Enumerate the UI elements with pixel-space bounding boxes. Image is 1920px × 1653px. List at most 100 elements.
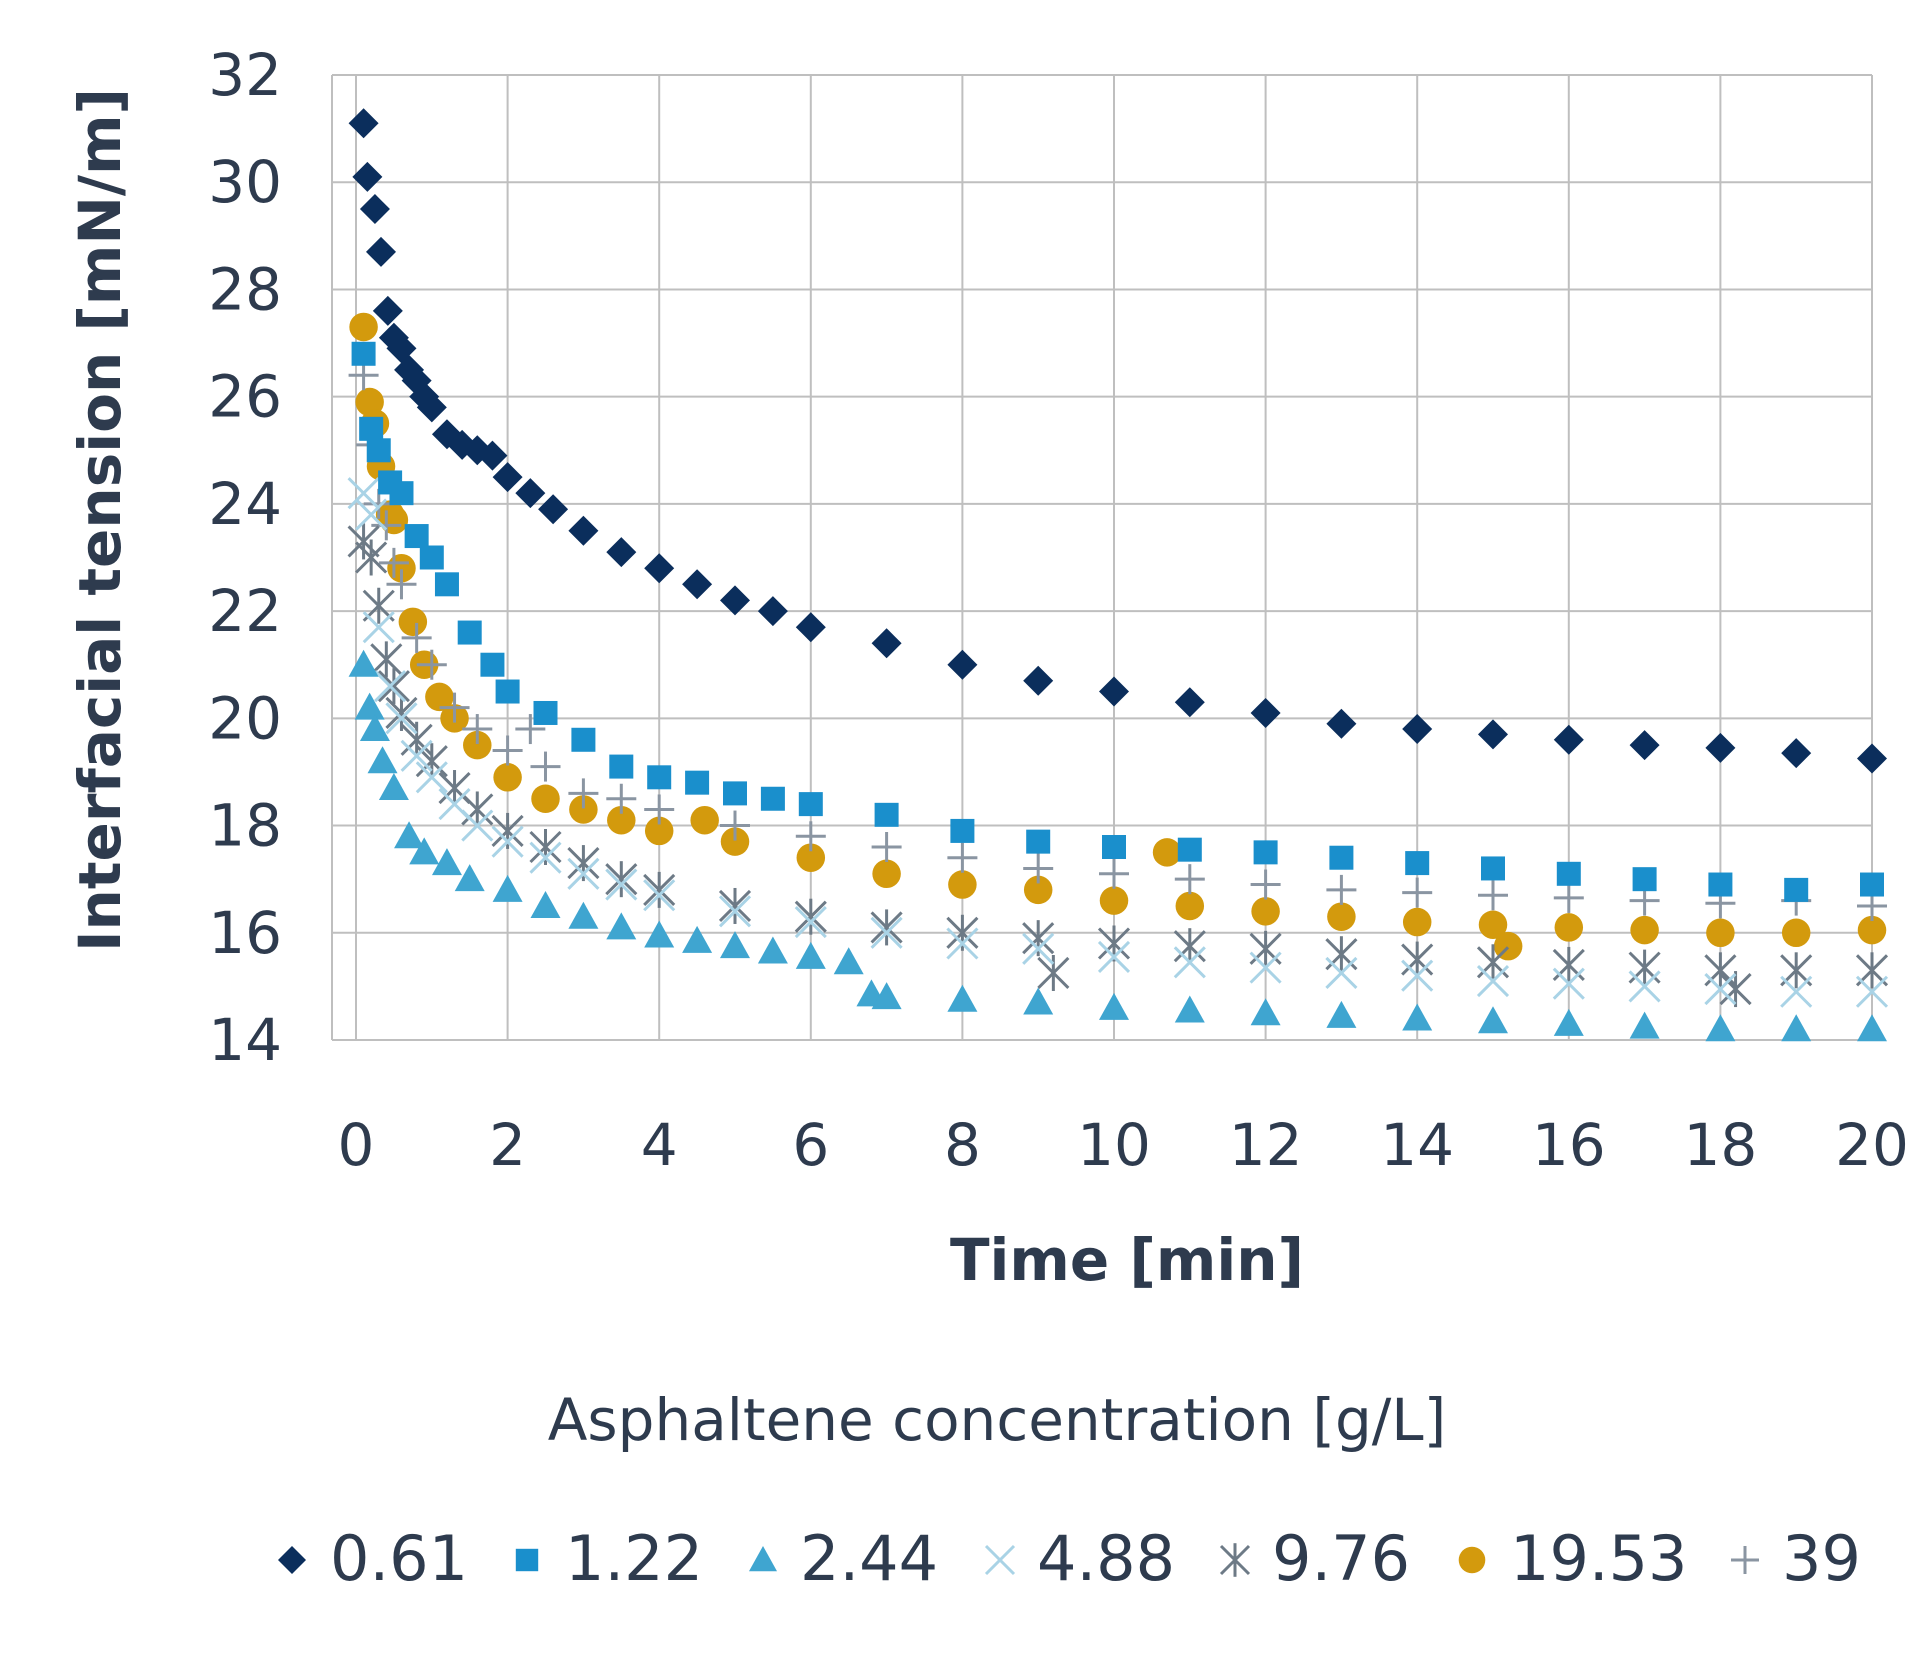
series-2.44 [348,649,1887,1042]
data-point [1857,743,1887,774]
legend-title: Asphaltene concentration [g/L] [548,1386,1447,1454]
data-point [1251,897,1280,926]
data-point [568,778,599,809]
data-point [947,984,978,1012]
data-point [1704,973,1737,1006]
data-point [1097,940,1131,973]
data-point [457,620,482,645]
data-point [1401,941,1434,978]
data-point [348,649,379,677]
data-point [374,670,407,703]
legend-label: 19.53 [1510,1522,1688,1595]
data-point [1099,886,1129,915]
data-point [1022,932,1055,965]
data-point [720,585,750,616]
data-point [1173,928,1206,965]
x-tick-label: 6 [792,1111,829,1179]
data-point [1099,992,1129,1020]
legend-marker [1731,1546,1759,1574]
legend-item-9.76: 9.76 [1219,1522,1410,1595]
x-tick-label: 8 [944,1111,981,1179]
data-point [1327,902,1356,931]
x-axis-title: Time [min] [950,1226,1304,1294]
data-point [491,825,524,858]
legend-item-19.53: 19.53 [1458,1522,1688,1595]
data-point [757,596,788,627]
data-point [401,622,432,653]
data-point [568,515,599,546]
data-point [378,547,409,578]
data-point [1249,951,1282,984]
data-point [1249,930,1282,967]
data-point [644,920,675,948]
data-point [1023,853,1054,884]
data-point [404,524,429,549]
data-point [720,931,750,959]
data-point [567,857,600,890]
data-point [362,611,395,644]
data-point [571,727,596,752]
data-point [720,827,750,856]
data-point [795,821,826,852]
data-point [795,941,826,969]
data-point [1177,837,1202,862]
data-point [833,947,864,975]
data-point [398,607,428,637]
data-point [359,416,384,441]
data-point [1628,949,1661,986]
series-0.61 [348,108,1887,774]
data-point [1402,877,1433,908]
data-point [1781,1014,1812,1042]
data-point [416,649,447,680]
data-point [1552,946,1585,983]
data-point [371,510,402,541]
data-point [1099,858,1129,889]
data-point [1554,913,1584,942]
series-1.22 [351,341,1884,902]
data-point [1401,959,1434,992]
data-point [1556,861,1581,886]
data-point [644,553,675,584]
data-point [1174,864,1205,895]
data-point [1037,954,1070,991]
data-point [1402,1003,1433,1031]
data-point [385,702,418,735]
y-tick-label: 28 [208,255,282,323]
data-point [569,795,598,824]
data-point [644,794,675,825]
data-point [1553,1008,1584,1036]
data-point [461,791,494,828]
data-point [492,735,523,766]
legend-marker [1219,1543,1251,1577]
y-axis-title: Interfacial tension [mN/m] [66,88,134,952]
data-point [1102,835,1126,859]
data-point [643,879,676,912]
data-point [606,783,637,814]
x-tick-label: 2 [489,1111,526,1179]
y-tick-label: 18 [208,792,282,860]
data-point [439,692,470,723]
data-point [367,746,398,774]
data-point [872,859,901,889]
x-tick-label: 20 [1835,1111,1909,1179]
legend-marker [749,1546,777,1572]
data-point [682,925,713,953]
data-point [870,916,903,949]
data-point [355,539,388,576]
data-point [718,895,752,928]
data-point [370,641,403,678]
data-point [419,545,444,570]
data-point [1023,987,1054,1015]
data-point [416,392,447,423]
data-point [606,537,637,568]
y-tick-label: 16 [208,899,282,967]
data-series [347,108,1889,1042]
data-point [794,898,827,935]
data-point [1705,1014,1736,1042]
x-tick-label: 4 [641,1111,678,1179]
data-point [723,781,747,806]
data-point [454,864,485,892]
data-point [529,841,562,874]
data-point [480,652,505,677]
legend-label: 1.22 [565,1522,703,1595]
